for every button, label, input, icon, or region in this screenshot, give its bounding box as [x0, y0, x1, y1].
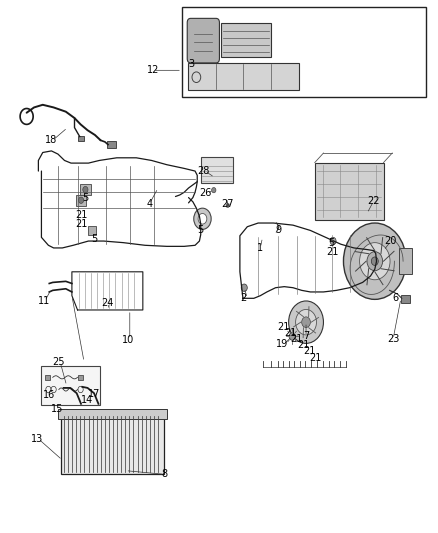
Text: 21: 21 [304, 346, 316, 357]
Text: 19: 19 [276, 340, 288, 350]
Text: 21: 21 [290, 334, 303, 344]
FancyBboxPatch shape [187, 18, 219, 63]
Text: 21: 21 [277, 322, 290, 333]
Circle shape [343, 223, 406, 300]
Circle shape [226, 204, 230, 208]
Text: 1: 1 [257, 243, 263, 253]
Text: 24: 24 [101, 297, 114, 308]
Text: 12: 12 [147, 66, 159, 75]
Circle shape [194, 208, 211, 229]
Bar [58, 409, 167, 419]
Text: 23: 23 [387, 334, 399, 344]
Text: 16: 16 [43, 390, 55, 400]
Text: 25: 25 [53, 357, 65, 367]
Text: 4: 4 [146, 199, 152, 209]
Bar [78, 135, 84, 141]
Circle shape [296, 310, 317, 335]
Circle shape [367, 252, 383, 271]
Bar [42, 366, 100, 406]
Circle shape [302, 317, 311, 327]
Text: 10: 10 [122, 335, 134, 345]
Text: 20: 20 [385, 236, 397, 246]
Text: 21: 21 [76, 209, 88, 220]
Text: 21: 21 [309, 353, 322, 362]
Text: 8: 8 [162, 470, 168, 479]
Text: 5: 5 [82, 192, 88, 203]
Text: 5: 5 [198, 225, 204, 236]
Bar [61, 414, 164, 474]
Text: 21: 21 [76, 219, 88, 229]
Text: 5: 5 [91, 234, 97, 244]
Circle shape [360, 243, 390, 280]
Bar [80, 184, 91, 195]
Text: 28: 28 [198, 166, 210, 176]
Text: 22: 22 [367, 196, 380, 206]
Text: 21: 21 [297, 340, 309, 350]
Text: 6: 6 [392, 293, 398, 303]
Text: 3: 3 [188, 59, 194, 69]
Bar [401, 295, 410, 303]
Text: 21: 21 [326, 247, 338, 257]
Bar [88, 226, 96, 235]
Bar [187, 63, 299, 91]
Circle shape [83, 187, 88, 193]
Text: 15: 15 [51, 403, 63, 414]
Text: 14: 14 [81, 395, 94, 405]
Circle shape [371, 257, 378, 265]
Text: 27: 27 [222, 199, 234, 209]
Bar [78, 375, 83, 380]
Text: 2: 2 [240, 293, 247, 303]
Circle shape [78, 197, 84, 204]
Bar [221, 22, 271, 57]
Text: 5: 5 [328, 238, 334, 248]
Circle shape [289, 301, 323, 343]
Text: 17: 17 [88, 389, 100, 399]
Text: 26: 26 [199, 188, 212, 198]
Bar [45, 375, 50, 380]
Circle shape [212, 188, 216, 193]
Bar [107, 141, 116, 148]
Bar [399, 248, 412, 274]
Bar [201, 157, 233, 183]
Circle shape [330, 237, 336, 245]
Bar [315, 163, 384, 220]
Circle shape [289, 333, 295, 340]
Text: 9: 9 [276, 225, 282, 236]
Text: 11: 11 [38, 296, 50, 306]
Bar [182, 7, 426, 97]
Text: 7: 7 [303, 332, 309, 342]
Circle shape [241, 284, 247, 292]
Bar [76, 195, 86, 206]
Circle shape [198, 214, 207, 224]
Text: 21: 21 [284, 328, 296, 338]
Text: 18: 18 [45, 135, 57, 146]
Text: 13: 13 [31, 434, 43, 444]
